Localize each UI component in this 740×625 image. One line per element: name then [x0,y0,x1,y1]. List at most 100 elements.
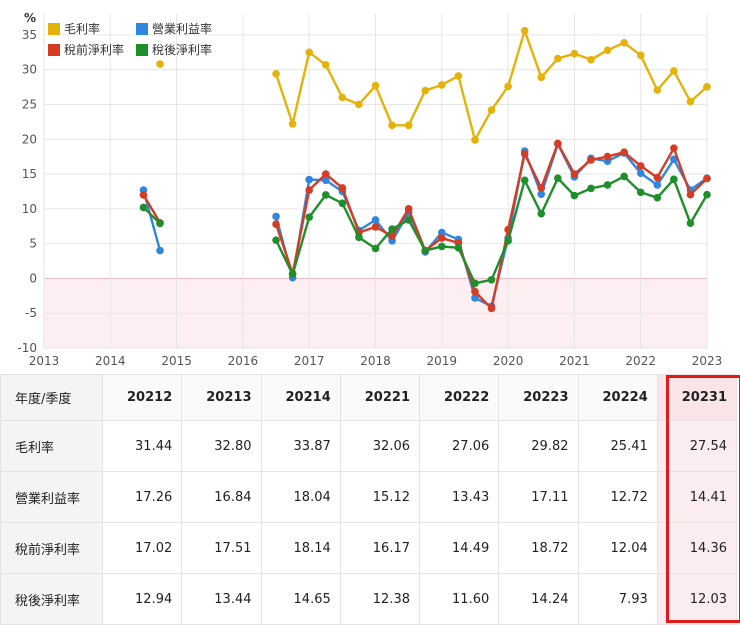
data-point-gross [338,93,347,102]
data-point-pretax [603,152,612,161]
table-cell-highlighted: 14.36 [656,522,738,574]
table-cell: 31.44 [101,420,183,472]
x-tick-label: 2014 [95,354,126,368]
data-point-gross [371,81,380,90]
column-header: 20221 [339,374,421,421]
table-cell: 18.14 [260,522,341,574]
data-point-aftertax [438,242,446,251]
table-cell: 33.87 [260,420,341,472]
table-cell: 15.12 [339,471,421,523]
data-point-pretax [520,150,529,158]
table-cell: 12.72 [577,471,658,523]
data-point-aftertax [703,190,711,199]
table-row: 稅前淨利率 17.02 17.51 18.14 16.17 14.49 18.7… [0,522,738,574]
data-point-gross [471,136,479,144]
series-line-aftertax [142,206,161,225]
data-point-pretax [371,223,380,231]
data-point-operating [272,212,280,221]
table-cell: 32.06 [339,420,421,472]
y-tick-label: -10 [17,341,37,355]
x-tick-label: 2022 [625,354,656,368]
data-point-aftertax [139,203,148,212]
data-point-aftertax [454,244,463,252]
data-point-gross [321,60,330,69]
data-point-operating [471,294,479,302]
data-point-pretax [388,232,396,240]
row-label: 毛利率 [0,420,103,472]
data-point-gross [421,86,430,95]
table-row: 營業利益率 17.26 16.84 18.04 15.12 13.43 17.1… [0,471,738,523]
table-cell: 29.82 [498,420,579,472]
table-cell: 32.80 [181,420,262,472]
table-row: 毛利率 31.44 32.80 33.87 32.06 27.06 29.82 … [0,420,738,472]
data-point-operating [537,190,546,199]
data-point-operating [670,155,678,164]
data-point-aftertax [288,270,297,279]
legend-label-gross: 毛利率 [64,21,100,36]
data-point-aftertax [471,279,479,288]
data-point-gross [404,121,413,130]
data-point-gross [603,46,612,54]
table-cell: 14.24 [498,573,579,625]
x-tick-label: 2018 [360,354,391,368]
data-point-aftertax [156,219,164,228]
data-point-operating [156,246,164,255]
table-cell: 13.44 [181,573,262,625]
data-point-gross [156,60,164,68]
data-point-pretax [587,156,595,164]
chart-svg: -10 -5 0 5 10 15 20 25 30 35 2013 2014 2015 2016 2017 2… [17,11,722,368]
table-cell: 25.41 [577,420,658,472]
data-point-gross [653,86,662,94]
table-row: 稅後淨利率 12.94 13.44 14.65 12.38 11.60 14.2… [0,573,738,625]
data-point-gross [520,26,529,35]
data-point-gross [537,73,546,82]
data-point-pretax [570,170,579,178]
data-point-gross [487,106,496,114]
data-point-gross [272,70,280,78]
data-point-aftertax [653,193,662,202]
column-header: 20222 [418,374,500,421]
data-point-pretax [471,287,479,296]
data-point-aftertax [537,209,546,218]
data-point-gross [670,67,678,75]
table-cell: 17.26 [101,471,183,523]
table-cell-highlighted: 12.03 [656,573,738,625]
x-tick-label: 2016 [228,354,259,368]
data-point-aftertax [371,244,380,253]
data-point-gross [454,72,463,80]
x-tick-label: 2019 [427,354,458,368]
data-point-gross [288,120,297,128]
legend-swatch-gross [48,23,60,35]
table-cell: 17.02 [101,522,183,574]
margin-chart: -10 -5 0 5 10 15 20 25 30 35 2013 2014 2015 2016 2017 2… [17,11,722,368]
data-point-aftertax [554,174,562,183]
data-point-pretax [620,148,628,156]
table-cell: 27.06 [418,420,500,472]
data-point-gross [620,38,628,47]
y-axis-unit: % [24,11,36,25]
data-point-pretax [338,184,347,192]
corner-label: 年度/季度 [0,374,103,421]
data-point-aftertax [504,237,512,245]
data-point-pretax [537,184,546,192]
data-point-pretax [670,144,678,152]
row-label: 稅後淨利率 [0,573,103,625]
data-point-gross [554,54,562,63]
data-point-pretax [554,139,562,148]
series-line-gross [274,29,708,142]
legend-label-aftertax: 稅後淨利率 [152,42,212,57]
series-line-pretax [142,194,162,224]
data-point-operating [438,228,446,237]
table-header-row: 年度/季度 20212 20213 20214 20221 20222 2022… [0,374,738,421]
data-point-operating [636,169,645,178]
y-tick-label: 0 [29,271,37,285]
table-cell-highlighted: 27.54 [656,420,738,472]
row-label: 營業利益率 [0,471,103,523]
column-header-highlighted: 20231 [656,374,738,421]
data-point-pretax [438,234,446,242]
column-header: 20214 [260,374,341,421]
data-point-aftertax [272,236,280,244]
data-point-pretax [703,174,711,183]
table-cell: 17.11 [498,471,579,523]
data-point-aftertax [520,176,529,185]
